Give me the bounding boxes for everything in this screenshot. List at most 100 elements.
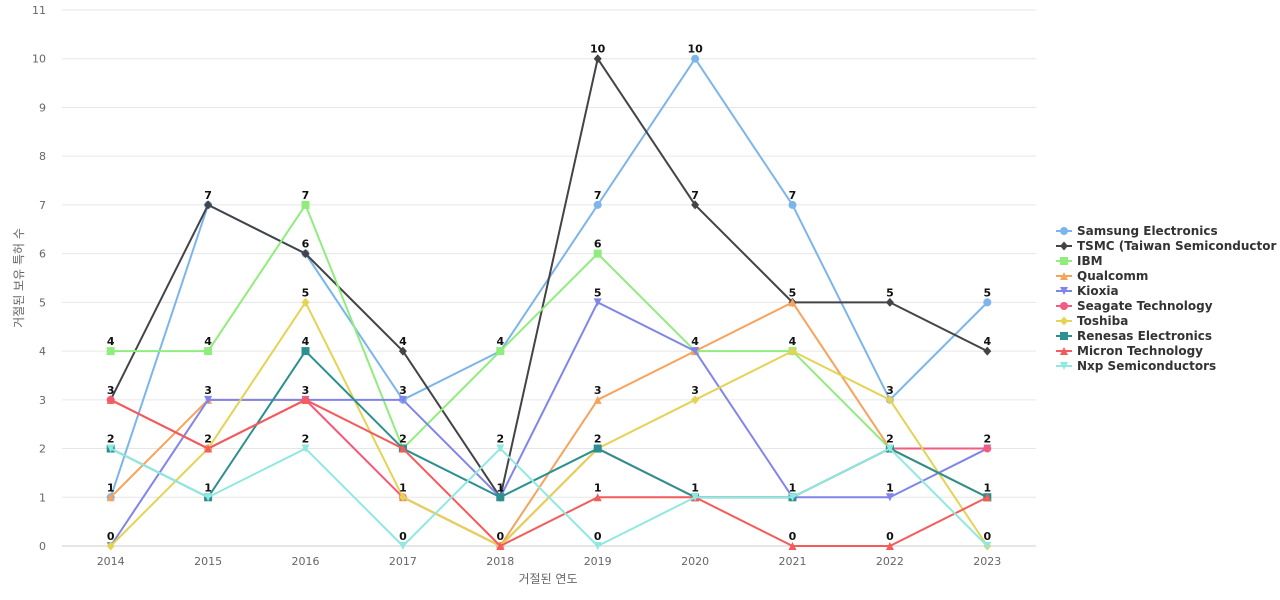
legend-item[interactable]: TSMC (Taiwan Semiconductor ... bbox=[1056, 239, 1280, 253]
y-tick-label: 6 bbox=[39, 248, 46, 261]
series-line bbox=[109, 301, 989, 547]
series-line bbox=[109, 301, 988, 547]
legend-label: IBM bbox=[1077, 254, 1103, 268]
data-point-marker bbox=[885, 542, 894, 550]
data-label: 0 bbox=[789, 530, 797, 543]
series-7 bbox=[106, 347, 992, 502]
data-label: 2 bbox=[302, 433, 310, 446]
data-point-marker bbox=[885, 297, 894, 307]
y-tick-label: 9 bbox=[39, 101, 46, 114]
data-label: 2 bbox=[594, 433, 602, 446]
series-lines bbox=[106, 54, 992, 551]
data-point-marker bbox=[593, 200, 602, 209]
data-label: 1 bbox=[496, 481, 504, 494]
legend-item[interactable]: Micron Technology bbox=[1056, 344, 1203, 358]
data-point-marker bbox=[496, 542, 505, 550]
data-label: 5 bbox=[302, 286, 310, 299]
data-point-marker bbox=[593, 395, 602, 404]
data-point-marker bbox=[301, 297, 310, 307]
x-tick-label: 2015 bbox=[194, 555, 222, 568]
x-tick-label: 2019 bbox=[584, 555, 612, 568]
y-tick-label: 0 bbox=[39, 540, 46, 553]
data-point-marker bbox=[398, 444, 407, 453]
data-label: 3 bbox=[399, 384, 407, 397]
data-label: 0 bbox=[107, 530, 115, 543]
data-label: 1 bbox=[204, 481, 212, 494]
legend-item[interactable]: Renesas Electronics bbox=[1056, 329, 1212, 343]
data-point-marker bbox=[204, 347, 213, 356]
data-label: 7 bbox=[789, 189, 797, 202]
data-label: 7 bbox=[302, 189, 310, 202]
data-label: 3 bbox=[204, 384, 212, 397]
data-label: 5 bbox=[594, 286, 602, 299]
data-point-marker bbox=[691, 347, 700, 356]
data-point-marker bbox=[301, 395, 310, 404]
data-point-marker bbox=[691, 54, 700, 63]
x-tick-label: 2016 bbox=[292, 555, 320, 568]
data-point-marker bbox=[204, 395, 213, 404]
data-point-marker bbox=[788, 298, 797, 307]
data-point-marker bbox=[593, 444, 602, 453]
legend-marker-icon bbox=[1060, 362, 1068, 370]
data-point-marker bbox=[398, 492, 407, 502]
x-tick-label: 2023 bbox=[973, 555, 1001, 568]
data-label: 3 bbox=[107, 384, 115, 397]
data-label: 1 bbox=[399, 481, 407, 494]
data-point-marker bbox=[691, 200, 700, 210]
data-label: 4 bbox=[204, 335, 212, 348]
data-label: 2 bbox=[983, 433, 991, 446]
data-label: 6 bbox=[302, 238, 310, 251]
data-label: 1 bbox=[789, 481, 797, 494]
legend-item[interactable]: Toshiba bbox=[1056, 314, 1128, 328]
legend-item[interactable]: IBM bbox=[1056, 254, 1103, 268]
data-label: 7 bbox=[594, 189, 602, 202]
legend-marker-icon bbox=[1060, 287, 1068, 295]
y-axis-title: 거절된 보유 특허 수 bbox=[12, 228, 26, 328]
data-point-marker bbox=[691, 493, 700, 502]
data-point-marker bbox=[496, 493, 505, 502]
legend-item[interactable]: Nxp Semiconductors bbox=[1056, 359, 1216, 373]
data-point-marker bbox=[106, 395, 115, 404]
data-label: 0 bbox=[496, 530, 504, 543]
legend-item[interactable]: Kioxia bbox=[1056, 284, 1119, 298]
x-tick-label: 2020 bbox=[681, 555, 709, 568]
data-point-marker bbox=[593, 298, 602, 307]
data-label: 2 bbox=[107, 433, 115, 446]
x-axis-title: 거절된 연도 bbox=[518, 572, 577, 586]
data-label: 4 bbox=[983, 335, 991, 348]
data-label: 5 bbox=[886, 286, 894, 299]
data-point-marker bbox=[788, 542, 797, 550]
series-line bbox=[109, 301, 988, 547]
data-point-marker bbox=[983, 493, 992, 502]
data-point-marker bbox=[788, 493, 797, 502]
legend-item[interactable]: Seagate Technology bbox=[1056, 299, 1213, 313]
data-label: 3 bbox=[886, 384, 894, 397]
data-label: 0 bbox=[399, 530, 407, 543]
data-point-marker bbox=[788, 346, 797, 356]
data-point-marker bbox=[398, 346, 407, 356]
series-line bbox=[110, 350, 988, 499]
data-label: 6 bbox=[594, 238, 602, 251]
legend-marker-icon bbox=[1060, 332, 1068, 340]
legend-marker-icon bbox=[1060, 272, 1068, 280]
data-label: 2 bbox=[399, 433, 407, 446]
legend-item[interactable]: Samsung Electronics bbox=[1056, 224, 1218, 238]
legend-label: Seagate Technology bbox=[1077, 299, 1213, 313]
y-tick-label: 4 bbox=[39, 345, 46, 358]
data-label: 1 bbox=[107, 481, 115, 494]
x-tick-label: 2017 bbox=[389, 555, 417, 568]
legend-label: Micron Technology bbox=[1077, 344, 1203, 358]
data-label: 4 bbox=[107, 335, 115, 348]
data-label: 3 bbox=[691, 384, 699, 397]
data-point-marker bbox=[301, 347, 310, 356]
y-tick-label: 8 bbox=[39, 150, 46, 163]
data-point-marker bbox=[885, 493, 894, 502]
series-9 bbox=[106, 444, 992, 550]
legend-marker-icon bbox=[1060, 241, 1068, 251]
data-point-marker bbox=[885, 444, 894, 453]
legend-item[interactable]: Qualcomm bbox=[1056, 269, 1148, 283]
data-point-marker bbox=[788, 200, 797, 209]
legend-label: Renesas Electronics bbox=[1077, 329, 1212, 343]
